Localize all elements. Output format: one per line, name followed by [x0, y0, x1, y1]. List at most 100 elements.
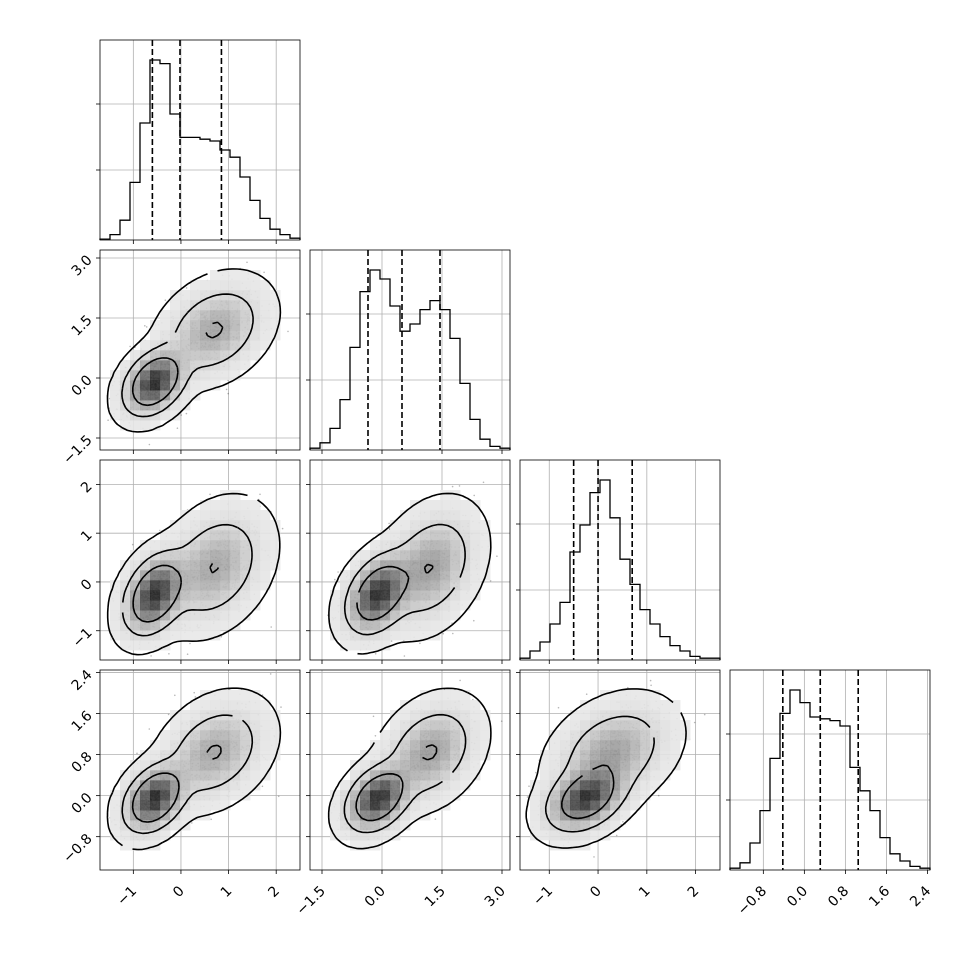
- density-cell: [150, 560, 161, 571]
- density-cell: [200, 510, 211, 521]
- density-cell: [190, 280, 201, 291]
- density-cell: [200, 550, 211, 561]
- density-cell: [230, 580, 241, 591]
- density-cell: [250, 350, 261, 361]
- density-cell: [200, 500, 211, 511]
- density-cell: [240, 270, 251, 281]
- density-cell: [120, 630, 131, 641]
- density-cell: [250, 540, 261, 551]
- density-cell: [180, 520, 191, 531]
- density-cell: [140, 370, 151, 381]
- scatter-point: [263, 271, 265, 274]
- scatter-point: [287, 330, 289, 333]
- panel-2-1: [306, 459, 511, 664]
- density-cell: [130, 560, 141, 571]
- scatter-point: [176, 427, 179, 430]
- density-cell: [170, 560, 181, 571]
- density-cell: [340, 640, 351, 651]
- density-cell: [150, 580, 161, 591]
- density-cell: [220, 270, 231, 281]
- density-cell: [220, 300, 231, 311]
- density-cell: [240, 610, 251, 621]
- density-cell: [180, 340, 191, 351]
- scatter-point: [150, 655, 152, 657]
- density-cell: [190, 600, 201, 611]
- density-cell: [120, 590, 131, 601]
- density-cell: [190, 350, 201, 361]
- density-cell: [220, 570, 231, 581]
- density-cell: [110, 580, 121, 591]
- density-cell: [190, 330, 201, 341]
- density-cell: [380, 640, 391, 651]
- density-cell: [420, 580, 431, 591]
- density-cell: [400, 600, 411, 611]
- density-cell: [250, 580, 261, 591]
- density-cell: [190, 580, 201, 591]
- density-cell: [120, 560, 131, 571]
- density-cell: [240, 340, 251, 351]
- density-cell: [120, 570, 131, 581]
- density-cell: [210, 590, 221, 601]
- density-cell: [110, 620, 121, 631]
- density-cell: [160, 390, 171, 401]
- density-cell: [230, 370, 241, 381]
- density-cell: [200, 570, 211, 581]
- density-cell: [180, 350, 191, 361]
- scatter-point: [185, 412, 188, 415]
- density-cell: [160, 570, 171, 581]
- density-cell: [150, 600, 161, 611]
- density-cell: [210, 360, 221, 371]
- scatter-point: [334, 578, 336, 581]
- density-cell: [190, 510, 201, 521]
- density-cell: [210, 500, 221, 511]
- density-cell: [180, 370, 191, 381]
- density-cell: [380, 620, 391, 631]
- density-cell: [420, 600, 431, 611]
- density-cell: [340, 580, 351, 591]
- density-cell: [140, 590, 151, 601]
- density-cell: [190, 390, 201, 401]
- density-cell: [190, 290, 201, 301]
- density-cell: [200, 340, 211, 351]
- density-cell: [400, 630, 411, 641]
- scatter-point: [442, 632, 445, 635]
- density-cell: [170, 410, 181, 421]
- density-cell: [220, 310, 231, 321]
- density-cell: [210, 570, 221, 581]
- density-cell: [250, 280, 261, 291]
- density-cell: [230, 560, 241, 571]
- density-cell: [120, 410, 131, 421]
- density-cell: [140, 610, 151, 621]
- density-cell: [150, 360, 161, 371]
- density-cell: [130, 580, 141, 591]
- density-cell: [240, 530, 251, 541]
- density-cell: [120, 610, 131, 621]
- density-cell: [270, 520, 281, 531]
- scatter-point: [185, 287, 188, 289]
- density-cell: [240, 330, 251, 341]
- density-cell: [120, 370, 131, 381]
- density-cell: [370, 640, 381, 651]
- density-cell: [230, 360, 241, 371]
- density-cell: [180, 600, 191, 611]
- density-cell: [200, 380, 211, 391]
- density-cell: [430, 620, 441, 631]
- density-cell: [170, 530, 181, 541]
- scatter-point: [145, 326, 148, 328]
- density-cell: [110, 590, 121, 601]
- density-cell: [130, 610, 141, 621]
- density-cell: [130, 620, 141, 631]
- scatter-point: [451, 622, 453, 624]
- scatter-point: [337, 571, 339, 573]
- scatter-point: [473, 619, 475, 622]
- density-cell: [110, 610, 121, 621]
- density-cell: [200, 600, 211, 611]
- density-cell: [240, 540, 251, 551]
- scatter-point: [225, 388, 228, 391]
- scatter-point: [227, 392, 229, 395]
- density-cell: [150, 320, 161, 331]
- density-cell: [210, 580, 221, 591]
- density-cell: [350, 620, 361, 631]
- density-cell: [130, 350, 141, 361]
- density-cell: [220, 620, 231, 631]
